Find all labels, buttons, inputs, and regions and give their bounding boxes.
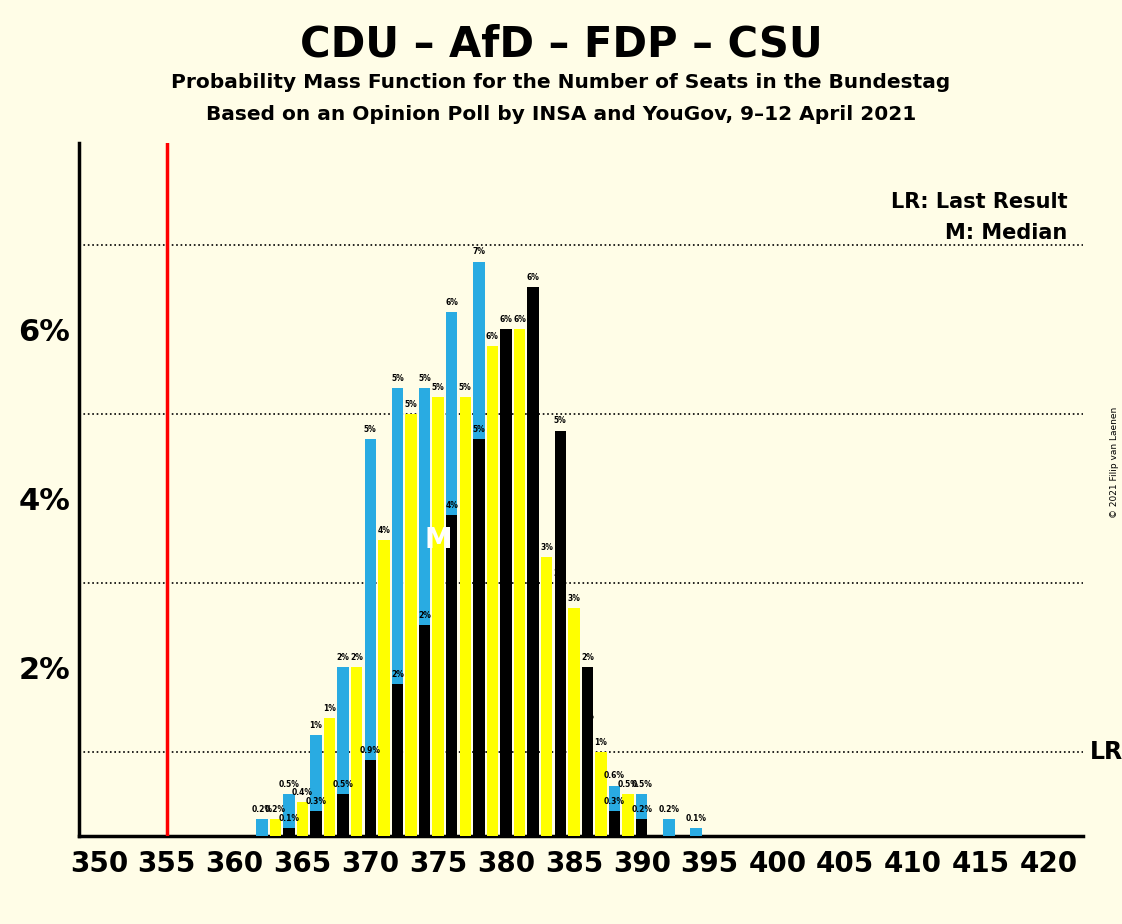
Text: 5%: 5% bbox=[432, 383, 444, 392]
Bar bbox=[392, 388, 403, 836]
Text: 2%: 2% bbox=[419, 611, 431, 620]
Bar bbox=[324, 718, 335, 836]
Bar bbox=[405, 414, 416, 836]
Bar bbox=[527, 286, 539, 836]
Text: M: Median: M: Median bbox=[946, 224, 1068, 243]
Text: 3%: 3% bbox=[554, 568, 567, 578]
Bar bbox=[445, 312, 458, 836]
Text: 4%: 4% bbox=[445, 501, 458, 510]
Text: LR: LR bbox=[1089, 740, 1122, 764]
Bar bbox=[500, 329, 512, 836]
Text: 1%: 1% bbox=[595, 737, 607, 747]
Text: 1%: 1% bbox=[310, 721, 322, 730]
Text: 7%: 7% bbox=[472, 248, 486, 257]
Bar bbox=[365, 760, 376, 836]
Bar bbox=[256, 820, 267, 836]
Text: 0.3%: 0.3% bbox=[305, 796, 327, 806]
Bar bbox=[365, 439, 376, 836]
Bar bbox=[541, 557, 552, 836]
Bar bbox=[338, 794, 349, 836]
Bar bbox=[690, 828, 701, 836]
Text: 4%: 4% bbox=[377, 527, 390, 535]
Bar bbox=[432, 396, 444, 836]
Bar bbox=[514, 329, 525, 836]
Text: 5%: 5% bbox=[472, 425, 485, 434]
Text: M: M bbox=[424, 527, 452, 554]
Bar bbox=[296, 802, 309, 836]
Bar bbox=[636, 820, 647, 836]
Text: 5%: 5% bbox=[419, 374, 431, 383]
Bar bbox=[568, 608, 580, 836]
Bar bbox=[527, 515, 539, 836]
Bar bbox=[596, 752, 607, 836]
Bar bbox=[500, 431, 512, 836]
Bar bbox=[554, 431, 565, 836]
Text: 0.2%: 0.2% bbox=[659, 805, 679, 814]
Text: Probability Mass Function for the Number of Seats in the Bundestag: Probability Mass Function for the Number… bbox=[172, 73, 950, 92]
Text: 5%: 5% bbox=[364, 425, 377, 434]
Bar bbox=[392, 684, 403, 836]
Bar bbox=[419, 625, 431, 836]
Bar bbox=[460, 396, 471, 836]
Text: 4%: 4% bbox=[526, 501, 540, 510]
Bar bbox=[311, 811, 322, 836]
Text: 0.2%: 0.2% bbox=[265, 805, 286, 814]
Text: 6%: 6% bbox=[486, 332, 499, 341]
Text: 6%: 6% bbox=[499, 315, 513, 324]
Text: 0.1%: 0.1% bbox=[278, 814, 300, 822]
Text: 1%: 1% bbox=[581, 712, 594, 722]
Text: 0.2%: 0.2% bbox=[632, 805, 652, 814]
Text: 6%: 6% bbox=[513, 315, 526, 324]
Text: 0.5%: 0.5% bbox=[632, 780, 652, 789]
Text: © 2021 Filip van Laenen: © 2021 Filip van Laenen bbox=[1110, 407, 1119, 517]
Text: 2%: 2% bbox=[581, 653, 594, 663]
Bar bbox=[283, 828, 295, 836]
Text: 1%: 1% bbox=[323, 704, 335, 712]
Text: 0.5%: 0.5% bbox=[333, 780, 353, 789]
Text: 0.4%: 0.4% bbox=[292, 788, 313, 797]
Text: Based on an Opinion Poll by INSA and YouGov, 9–12 April 2021: Based on an Opinion Poll by INSA and You… bbox=[205, 105, 917, 125]
Text: 2%: 2% bbox=[337, 653, 350, 663]
Text: 5%: 5% bbox=[459, 383, 471, 392]
Text: 6%: 6% bbox=[445, 298, 458, 307]
Bar bbox=[473, 261, 485, 836]
Bar bbox=[351, 667, 362, 836]
Bar bbox=[487, 346, 498, 836]
Bar bbox=[338, 667, 349, 836]
Bar bbox=[623, 794, 634, 836]
Text: 3%: 3% bbox=[541, 543, 553, 553]
Bar bbox=[283, 794, 295, 836]
Text: 5%: 5% bbox=[392, 374, 404, 383]
Text: 6%: 6% bbox=[526, 273, 540, 282]
Bar bbox=[609, 785, 620, 836]
Text: 0.5%: 0.5% bbox=[278, 780, 300, 789]
Text: 3%: 3% bbox=[568, 594, 580, 603]
Text: 0.1%: 0.1% bbox=[686, 814, 707, 822]
Bar bbox=[581, 667, 594, 836]
Text: 0.5%: 0.5% bbox=[618, 780, 638, 789]
Text: 0.3%: 0.3% bbox=[604, 796, 625, 806]
Text: 0.6%: 0.6% bbox=[604, 772, 625, 781]
Text: 2%: 2% bbox=[390, 670, 404, 679]
Text: 0.9%: 0.9% bbox=[360, 746, 380, 755]
Bar bbox=[311, 735, 322, 836]
Text: 0.2%: 0.2% bbox=[251, 805, 273, 814]
Text: LR: Last Result: LR: Last Result bbox=[891, 192, 1068, 213]
Bar bbox=[609, 811, 620, 836]
Bar bbox=[473, 439, 485, 836]
Bar bbox=[581, 726, 594, 836]
Bar bbox=[636, 794, 647, 836]
Bar bbox=[445, 515, 458, 836]
Text: 5%: 5% bbox=[405, 399, 417, 408]
Text: CDU – AfD – FDP – CSU: CDU – AfD – FDP – CSU bbox=[300, 23, 822, 65]
Bar bbox=[378, 541, 389, 836]
Text: 5%: 5% bbox=[554, 417, 567, 425]
Bar bbox=[663, 820, 674, 836]
Text: 2%: 2% bbox=[350, 653, 364, 663]
Bar bbox=[554, 583, 565, 836]
Text: 5%: 5% bbox=[499, 417, 513, 425]
Bar bbox=[269, 820, 282, 836]
Bar bbox=[419, 388, 431, 836]
